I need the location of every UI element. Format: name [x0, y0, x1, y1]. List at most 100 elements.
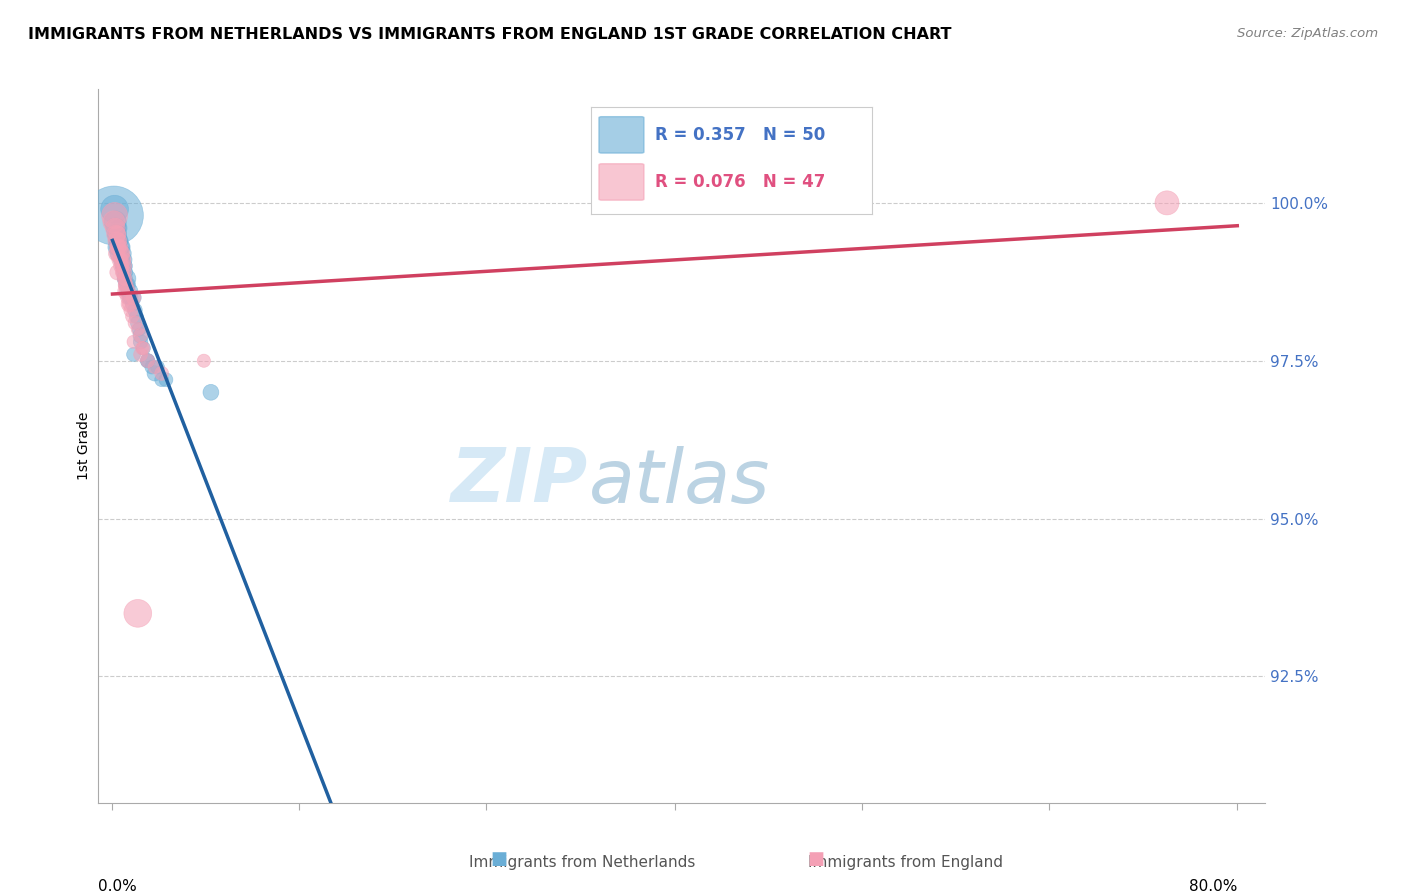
Point [125, 310, 148, 324]
Point [110, 252, 132, 267]
Point [128, 322, 150, 336]
Point [107, 265, 129, 279]
Point [104, 215, 127, 229]
Point [122, 291, 145, 305]
Point [129, 347, 152, 361]
Point [105, 246, 128, 260]
Point [127, 316, 149, 330]
Point [200, 385, 222, 400]
Text: IMMIGRANTS FROM NETHERLANDS VS IMMIGRANTS FROM ENGLAND 1ST GRADE CORRELATION CHA: IMMIGRANTS FROM NETHERLANDS VS IMMIGRANT… [28, 27, 952, 42]
Point [110, 246, 132, 260]
Point [114, 252, 135, 267]
Point [136, 353, 159, 368]
Point [150, 373, 173, 387]
Point [114, 259, 136, 273]
Point [124, 316, 146, 330]
Point [111, 240, 132, 254]
Point [108, 234, 131, 248]
Text: Immigrants from England: Immigrants from England [769, 855, 1002, 870]
Point [155, 373, 177, 387]
Point [115, 265, 138, 279]
Point [117, 291, 139, 305]
Point [127, 322, 149, 336]
Point [124, 303, 146, 318]
Point [1156, 195, 1178, 210]
Point [122, 291, 145, 305]
Text: Immigrants from Netherlands: Immigrants from Netherlands [430, 855, 695, 870]
Point [112, 252, 135, 267]
Point [114, 259, 135, 273]
Text: R = 0.357   N = 50: R = 0.357 N = 50 [655, 126, 825, 144]
Point [115, 277, 138, 292]
Point [150, 367, 173, 381]
Point [193, 353, 215, 368]
Point [108, 240, 131, 254]
Point [105, 234, 128, 248]
Point [108, 246, 131, 260]
Text: R = 0.076   N = 47: R = 0.076 N = 47 [655, 173, 825, 191]
Point [122, 334, 145, 349]
Point [129, 328, 152, 343]
Point [143, 367, 166, 381]
Point [112, 271, 135, 285]
Point [117, 277, 139, 292]
Point [104, 202, 127, 217]
Point [143, 360, 166, 375]
Point [122, 347, 145, 361]
Point [111, 259, 134, 273]
Point [108, 252, 131, 267]
Point [136, 353, 159, 368]
Text: 80.0%: 80.0% [1189, 879, 1237, 892]
FancyBboxPatch shape [599, 117, 644, 153]
Point [110, 259, 132, 273]
Point [104, 209, 127, 223]
Point [107, 227, 129, 242]
Point [118, 285, 141, 299]
Point [114, 271, 136, 285]
Point [132, 341, 155, 355]
Point [129, 328, 152, 343]
Point [115, 285, 138, 299]
Point [118, 297, 141, 311]
Point [111, 259, 134, 273]
Point [131, 341, 153, 355]
Point [121, 297, 143, 311]
Point [127, 607, 149, 621]
Text: ■: ■ [807, 850, 824, 868]
Point [110, 240, 132, 254]
Point [108, 221, 131, 235]
Text: 0.0%: 0.0% [98, 879, 138, 892]
Point [107, 246, 129, 260]
Point [107, 240, 129, 254]
Point [120, 291, 142, 305]
Text: ZIP: ZIP [451, 445, 589, 518]
Point [115, 285, 138, 299]
Text: atlas: atlas [589, 446, 770, 517]
Point [103, 209, 125, 223]
Point [107, 240, 129, 254]
Point [105, 227, 128, 242]
Point [115, 277, 138, 292]
Point [110, 252, 132, 267]
Point [111, 246, 132, 260]
Point [111, 252, 134, 267]
Point [105, 240, 128, 254]
Point [118, 291, 141, 305]
Point [110, 234, 132, 248]
Point [112, 259, 135, 273]
Text: Source: ZipAtlas.com: Source: ZipAtlas.com [1237, 27, 1378, 40]
Point [146, 360, 169, 375]
Point [103, 215, 125, 229]
Point [118, 297, 141, 311]
Point [105, 227, 128, 242]
Point [111, 265, 134, 279]
Point [141, 360, 163, 375]
Point [115, 271, 138, 285]
Text: ■: ■ [491, 850, 508, 868]
Point [104, 221, 127, 235]
Point [107, 234, 129, 248]
FancyBboxPatch shape [599, 164, 644, 200]
Point [114, 271, 136, 285]
Point [105, 221, 128, 235]
Point [132, 341, 155, 355]
